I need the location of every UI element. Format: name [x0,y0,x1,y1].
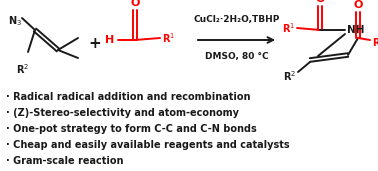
Text: R$^1$: R$^1$ [282,21,295,35]
Text: · Cheap and easily available reagents and catalysts: · Cheap and easily available reagents an… [6,140,290,150]
Text: N$_3$: N$_3$ [8,14,22,28]
Text: O: O [315,0,325,4]
Text: NH: NH [347,25,364,35]
Text: · One-pot strategy to form C-C and C-N bonds: · One-pot strategy to form C-C and C-N b… [6,124,257,134]
Text: O: O [130,0,140,8]
Text: CuCl₂·2H₂O,TBHP: CuCl₂·2H₂O,TBHP [193,15,280,24]
Text: R$^1$: R$^1$ [372,35,378,49]
Text: O: O [353,0,363,10]
Text: DMSO, 80 °C: DMSO, 80 °C [205,52,268,61]
Text: +: + [88,36,101,51]
Text: · Radical radical addition and recombination: · Radical radical addition and recombina… [6,92,251,102]
Text: R$^1$: R$^1$ [162,31,175,45]
Text: · Gram-scale reaction: · Gram-scale reaction [6,156,124,166]
Text: R$^2$: R$^2$ [283,69,296,83]
Text: R$^2$: R$^2$ [16,62,29,76]
Text: · (Z)-Stereo-selectivity and atom-economy: · (Z)-Stereo-selectivity and atom-econom… [6,108,239,118]
Text: H: H [105,35,114,45]
